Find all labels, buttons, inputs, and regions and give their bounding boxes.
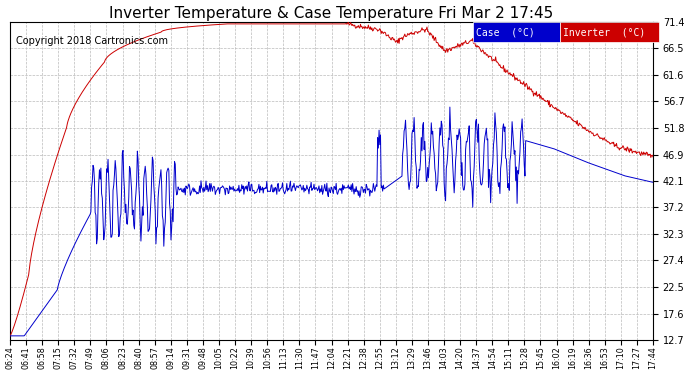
Text: Copyright 2018 Cartronics.com: Copyright 2018 Cartronics.com — [17, 36, 168, 46]
Text: Inverter  (°C): Inverter (°C) — [563, 27, 645, 37]
Text: Case  (°C): Case (°C) — [476, 27, 535, 37]
FancyBboxPatch shape — [560, 22, 660, 42]
Title: Inverter Temperature & Case Temperature Fri Mar 2 17:45: Inverter Temperature & Case Temperature … — [110, 6, 553, 21]
FancyBboxPatch shape — [473, 22, 560, 42]
